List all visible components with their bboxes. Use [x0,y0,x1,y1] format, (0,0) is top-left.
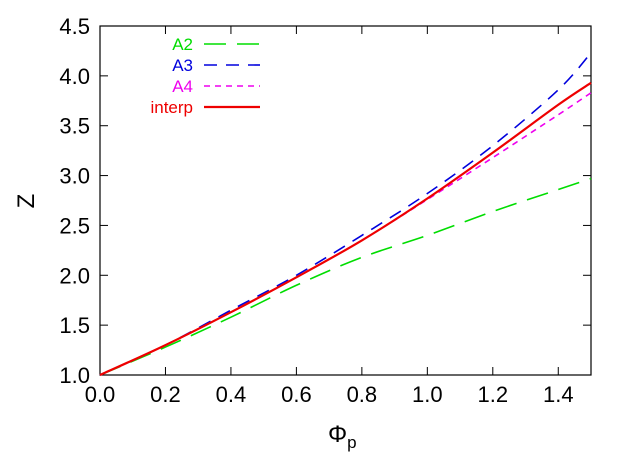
y-tick-label: 4.5 [59,14,90,39]
plot-frame [99,25,592,376]
series-line-interp [99,81,592,377]
y-tick-label: 3.5 [59,114,90,139]
y-tick-label: 2.5 [59,213,90,238]
x-tick-label: 0.6 [281,382,312,407]
legend-label-a4: A4 [172,77,193,96]
series-layer [99,52,592,377]
x-tick-label: 0.0 [85,382,116,407]
legend-label-a3: A3 [172,56,193,75]
x-tick-label: 0.4 [216,382,247,407]
y-tick-label: 2.0 [59,263,90,288]
x-axis-label: Φp [328,421,357,452]
x-axis-label-subscript: p [347,433,356,452]
x-tick-label: 1.2 [478,382,509,407]
x-tick-label: 1.4 [543,382,574,407]
y-tick-label: 1.0 [59,363,90,388]
x-tick-label: 1.0 [412,382,443,407]
x-axis-label-main: Φ [328,421,347,448]
y-tick-label: 1.5 [59,313,90,338]
y-tick-label: 4.0 [59,64,90,89]
y-axis-label: Z [13,194,40,209]
x-tick-label: 0.2 [150,382,181,407]
legend-label-a2: A2 [172,35,193,54]
legend-label-interp: interp [150,98,193,117]
axis-ticks: 0.0 0.2 0.4 0.6 0.8 1.0 1.2 1.4 1.0 1.5 2.0 2.5 3.0 3… [59,14,591,407]
legend: A2 A3 A4 interp [150,35,260,117]
series-line-a2 [99,177,592,376]
y-tick-label: 3.0 [59,164,90,189]
x-tick-label: 0.8 [347,382,378,407]
